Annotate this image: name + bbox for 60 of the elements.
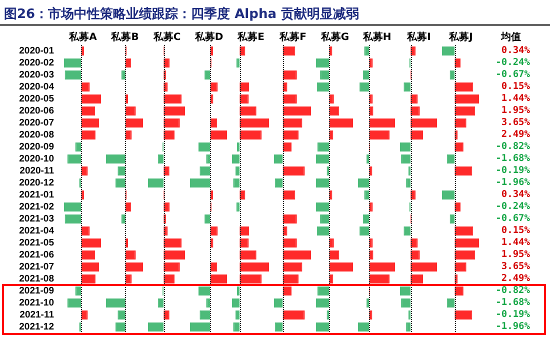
text: 2.49%: [501, 273, 530, 284]
y-tick-label: 2020-05: [19, 94, 55, 105]
y-tick-label: 2021-01: [19, 190, 55, 201]
chart-title: 私募I: [406, 30, 432, 45]
y-tick-label: 2021-10: [19, 298, 54, 309]
y-tick-label: 2020-11: [20, 166, 55, 177]
text: 1.44%: [501, 237, 530, 248]
y-tick-label: 2021-09: [19, 286, 54, 297]
y-tick-label: 2020-01: [19, 46, 55, 57]
y-tick-label: 2021-07: [19, 262, 54, 273]
y-tick-label: 2021-02: [19, 202, 54, 213]
y-tick-label: 2021-05: [19, 238, 55, 249]
y-tick-label: 2021-03: [19, 214, 54, 225]
text: -1.68%: [496, 153, 530, 164]
text: 1.44%: [501, 93, 530, 104]
text: -0.24%: [496, 57, 530, 68]
chart-title: 私募E: [236, 30, 266, 45]
text: 0.34%: [501, 189, 530, 200]
text: 3.65%: [501, 117, 530, 128]
y-tick-label: 2020-07: [19, 118, 54, 129]
y-tick-label: 2021-04: [19, 226, 55, 237]
y-tick-label: 2020-12: [19, 178, 54, 189]
text: -0.24%: [496, 201, 530, 212]
y-tick-label: 2020-02: [19, 58, 54, 69]
text: -1.96%: [496, 177, 530, 188]
text: -0.82%: [496, 141, 530, 152]
chart-title: 私募A: [68, 30, 98, 45]
y-tick-label: 2020-04: [19, 82, 55, 93]
text: -0.19%: [496, 165, 530, 176]
text: 2.49%: [501, 129, 530, 140]
text: 3.65%: [501, 261, 530, 272]
text: -1.96%: [496, 321, 530, 332]
y-tick-label: 2021-08: [19, 274, 54, 285]
text: 1.95%: [501, 249, 530, 260]
chart-title: 私募H: [362, 30, 392, 45]
text: -0.19%: [496, 309, 530, 320]
y-tick-label: 2020-03: [19, 70, 54, 81]
text: 0.15%: [501, 81, 530, 92]
chart-title: 私募B: [110, 30, 140, 45]
text: 0.15%: [501, 225, 530, 236]
text: -1.68%: [496, 297, 530, 308]
y-tick-label: 2020-09: [19, 142, 54, 153]
text: -0.82%: [496, 285, 530, 296]
y-tick-label: 2021-12: [19, 322, 54, 333]
y-tick-label: 2021-06: [19, 250, 54, 261]
y-tick-label: 2020-08: [19, 130, 54, 141]
chart-title: 私募G: [320, 30, 350, 45]
text: 图26：市场中性策略业绩跟踪：四季度 Alpha 贡献明显减弱: [4, 6, 359, 23]
y-tick-label: 2020-10: [19, 154, 54, 165]
y-tick-label: 2020-06: [19, 106, 54, 117]
chart-title: 私募C: [152, 30, 182, 45]
y-tick-label: 2021-11: [20, 310, 55, 321]
text: 1.95%: [501, 105, 530, 116]
text: -0.67%: [496, 69, 530, 80]
text: -0.67%: [496, 213, 530, 224]
text: 均值: [500, 30, 522, 45]
chart-title: 私募F: [278, 30, 308, 45]
chart-title: 私募D: [194, 30, 224, 45]
text: 0.34%: [501, 45, 530, 56]
chart-title: 私募J: [448, 30, 474, 45]
